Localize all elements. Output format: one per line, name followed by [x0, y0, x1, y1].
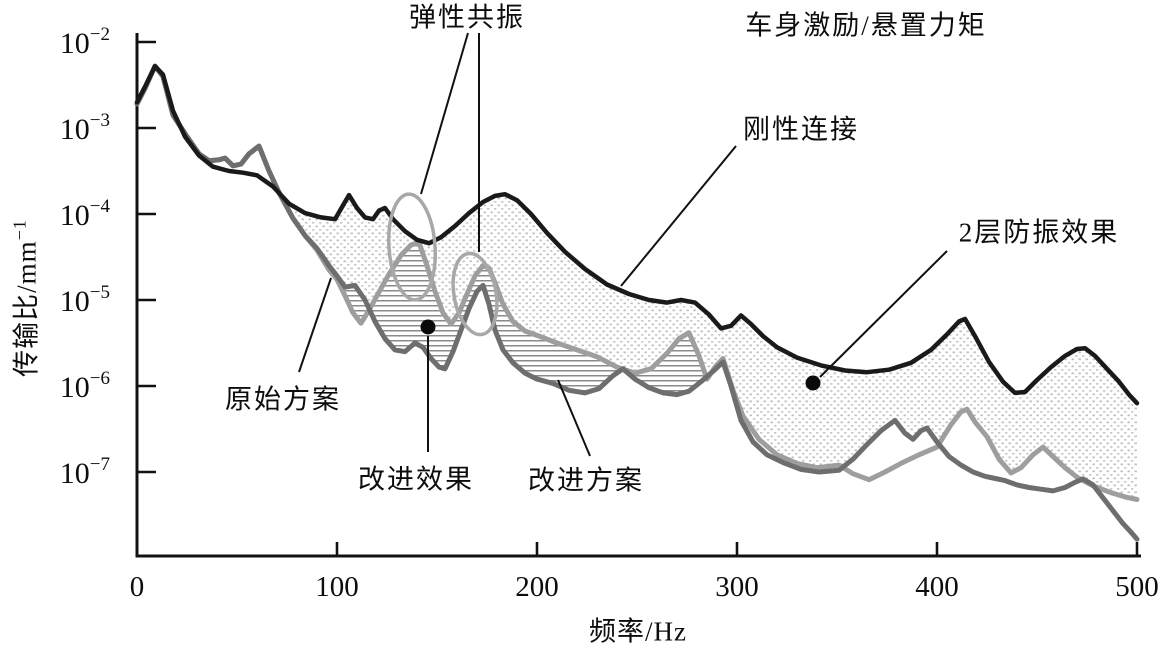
leader-line-improved-scheme: [557, 379, 591, 457]
marker-dot-two-layer-isolation: [805, 375, 821, 391]
y-tick-label: 10−3: [60, 110, 110, 146]
series-original-curve: [134, 63, 1140, 502]
leader-line-two-layer-isolation: [819, 250, 948, 378]
series-rigid-curve: [134, 63, 1140, 406]
leader-line-original-scheme: [298, 277, 332, 373]
x-tick-label: 300: [715, 571, 759, 603]
improvement-effect-region: [337, 243, 731, 395]
x-tick-label: 500: [1115, 571, 1159, 603]
x-axis-title: 频率/Hz: [589, 616, 687, 647]
resonance-ellipse: [451, 251, 499, 337]
label-improved-scheme: 改进方案: [528, 465, 644, 496]
leader-line-elastic-resonance: [420, 32, 469, 195]
label-body-excitation-title: 车身激励/悬置力矩: [745, 10, 987, 41]
y-tick-label: 10−4: [60, 196, 111, 232]
series-improved-curve: [134, 63, 1140, 542]
x-tick-label: 100: [315, 571, 359, 603]
x-tick-label: 200: [515, 571, 559, 603]
two-layer-isolation-region: [295, 194, 1137, 500]
y-tick-label: 10−5: [60, 282, 110, 318]
y-axis-title-exponent: −1: [9, 219, 30, 241]
resonance-ellipse: [387, 192, 437, 302]
y-tick-label: 10−7: [60, 454, 110, 490]
label-elastic-resonance: 弹性共振: [409, 2, 525, 33]
y-tick-label: 10−2: [60, 24, 110, 60]
x-tick-label: 0: [130, 571, 145, 603]
label-improvement-effect: 改进效果: [358, 464, 474, 495]
leader-line-rigid-connection: [620, 145, 737, 287]
y-axis-title-base: 传输比/mm: [11, 240, 42, 377]
x-tick-label: 400: [915, 571, 959, 603]
label-two-layer-isolation: 2层防振效果: [958, 217, 1120, 248]
label-original-scheme: 原始方案: [225, 384, 341, 415]
y-axis-title: 传输比/mm−1: [5, 219, 44, 377]
label-rigid-connection: 刚性连接: [743, 114, 859, 145]
y-tick-label: 10−6: [60, 368, 110, 404]
marker-dot-improvement-effect: [420, 319, 436, 335]
